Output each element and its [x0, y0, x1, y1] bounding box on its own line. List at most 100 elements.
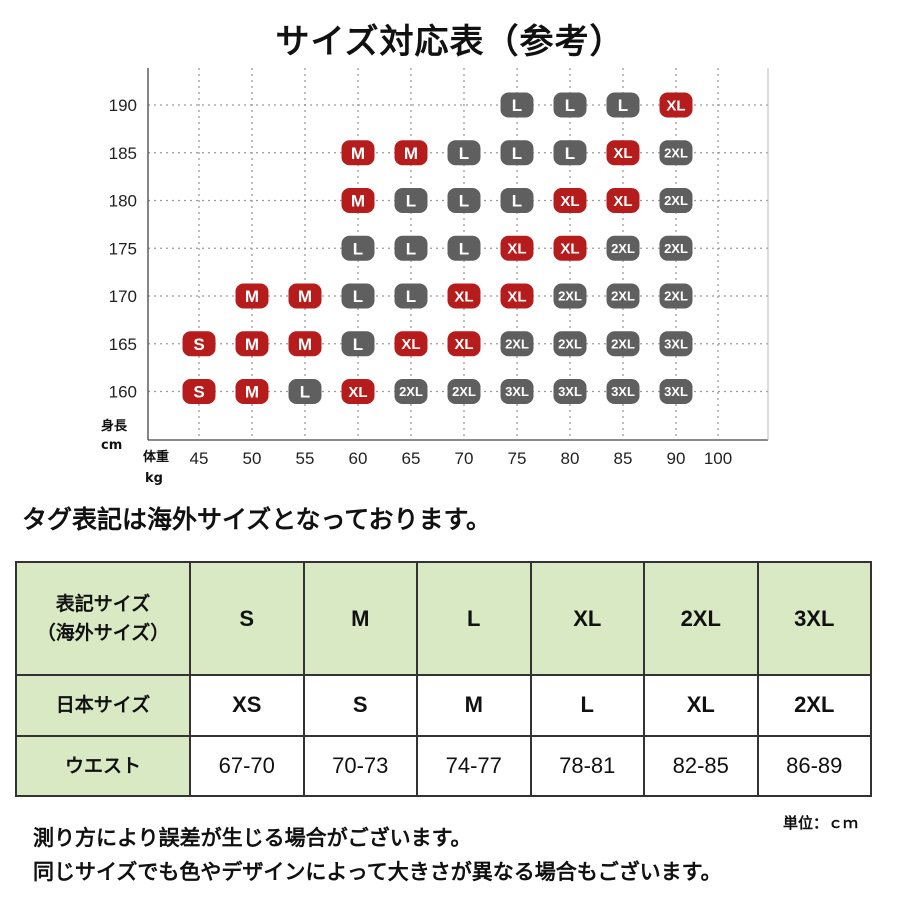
size-badge	[394, 379, 428, 404]
x-tick-label: 75	[508, 449, 527, 468]
table-cell: 82-85	[643, 734, 759, 798]
unit-label: 単位：ｃｍ	[782, 814, 858, 832]
size-badge-label: M	[404, 144, 418, 163]
size-badge	[341, 379, 375, 404]
y-tick-label: 175	[109, 239, 137, 258]
size-badge	[606, 235, 640, 261]
table-cell: XL	[643, 674, 759, 737]
size-badge	[235, 331, 269, 357]
tag-note: タグ表記は海外サイズとなっております。	[22, 505, 492, 534]
size-badge	[659, 235, 693, 261]
size-badge-label: XL	[348, 384, 367, 401]
size-badge	[500, 235, 534, 261]
size-badge	[553, 235, 587, 261]
table-cell: 2XL	[643, 560, 759, 677]
row-header-overseas: 表記サイズ （海外サイズ）	[15, 560, 191, 677]
size-badge-label: 2XL	[505, 336, 529, 351]
size-badge	[659, 140, 693, 166]
size-badge	[500, 188, 534, 213]
size-badge-label: 2XL	[452, 384, 476, 399]
size-badge	[606, 188, 640, 213]
size-badge-label: L	[565, 96, 575, 115]
y-tick-label: 190	[109, 96, 137, 115]
size-badge	[288, 283, 322, 309]
y-tick-label: 185	[109, 144, 137, 163]
table-cell: 86-89	[756, 734, 872, 798]
size-badge-label: S	[193, 335, 204, 354]
size-badge	[235, 283, 269, 309]
size-badge-label: L	[512, 144, 522, 163]
size-badge	[500, 331, 534, 357]
size-badge-label: L	[512, 192, 522, 211]
size-badge-label: 2XL	[664, 289, 688, 304]
size-badge	[394, 235, 428, 261]
size-badge	[394, 188, 428, 213]
overseas-size-row: 表記サイズ （海外サイズ） S M L XL 2XL 3XL	[15, 560, 872, 677]
y-tick-label: 170	[109, 287, 137, 306]
size-badge	[500, 283, 534, 309]
x-tick-label: 45	[190, 449, 209, 468]
size-badge-label: 3XL	[611, 384, 635, 399]
waist-row: ウエスト 67-70 70-73 74-77 78-81 82-85 86-89	[15, 734, 872, 798]
size-badge-label: L	[459, 192, 469, 211]
x-tick-label: 65	[402, 449, 421, 468]
size-badge-label: L	[406, 287, 416, 306]
size-badge	[394, 331, 428, 357]
size-badge	[447, 331, 481, 357]
size-badge-label: L	[459, 239, 469, 258]
size-badge-label: L	[459, 144, 469, 163]
x-axis-title: 体重	[143, 449, 169, 465]
row-header-japan: 日本サイズ	[15, 674, 191, 737]
size-badge-label: L	[353, 287, 363, 306]
size-badge-label: L	[512, 96, 522, 115]
size-badge-label: L	[300, 383, 310, 402]
x-tick-label: 55	[296, 449, 315, 468]
size-badge	[606, 331, 640, 357]
size-badge-label: L	[618, 96, 628, 115]
x-tick-label: 60	[349, 449, 368, 468]
size-badge-label: XL	[507, 288, 526, 305]
size-badge-label: 2XL	[664, 145, 688, 160]
x-tick-label: 90	[667, 449, 686, 468]
table-cell: M	[416, 674, 532, 737]
size-badge-label: 3XL	[505, 384, 529, 399]
size-badge	[341, 235, 375, 261]
size-badge	[659, 283, 693, 309]
table-cell: 74-77	[416, 734, 532, 798]
size-badge-label: M	[245, 383, 259, 402]
table-cell: M	[302, 560, 418, 677]
size-badge-label: XL	[454, 336, 473, 353]
size-badge-label: XL	[613, 145, 632, 162]
size-badge-label: XL	[613, 193, 632, 210]
size-badge-label: XL	[560, 193, 579, 210]
size-badge-label: XL	[454, 288, 473, 305]
size-badge-label: M	[298, 335, 312, 354]
y-tick-label: 160	[109, 383, 137, 402]
size-badge-label: L	[406, 239, 416, 258]
table-cell: 3XL	[756, 560, 872, 677]
size-badge-label: L	[353, 239, 363, 258]
size-badge-label: XL	[666, 97, 685, 114]
size-badge	[553, 379, 587, 404]
x-tick-label: 50	[243, 449, 262, 468]
size-badge-label: XL	[560, 241, 579, 258]
size-badge	[341, 331, 375, 357]
y-axis-unit: cm	[101, 438, 122, 453]
x-tick-label: 100	[704, 449, 732, 468]
page-title: サイズ対応表（参考）	[275, 22, 625, 62]
size-badge	[447, 283, 481, 309]
size-badge	[447, 140, 481, 166]
x-tick-label: 80	[561, 449, 580, 468]
size-badge	[447, 235, 481, 261]
size-badge	[447, 188, 481, 213]
size-badge-label: 2XL	[611, 289, 635, 304]
size-table: 表記サイズ （海外サイズ） S M L XL 2XL 3XL 日本サイズ XS …	[15, 560, 872, 798]
size-badge-label: 2XL	[664, 193, 688, 208]
size-badge	[288, 379, 322, 404]
footnote: 測り方により誤差が生じる場合がございます。	[33, 826, 472, 850]
size-badge	[500, 379, 534, 404]
size-badge	[500, 140, 534, 166]
size-badge	[553, 188, 587, 213]
size-badge-label: M	[351, 144, 365, 163]
size-chart: 190 185 180 175 170 165 160 45 50 55 60 65 70 75 80 85 9…	[101, 68, 769, 486]
